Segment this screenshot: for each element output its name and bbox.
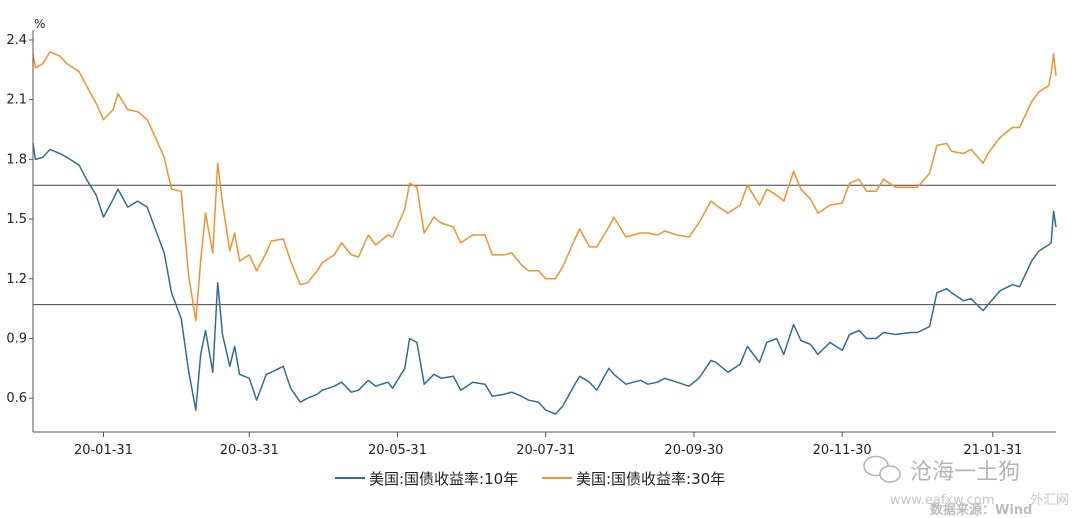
- y-tick-label: 1.5: [6, 212, 27, 227]
- watermark-site: 外汇网: [1030, 493, 1069, 508]
- y-tick-label: 0.9: [6, 331, 27, 346]
- legend-label-10y: 美国:国债收益率:10年: [369, 470, 518, 488]
- x-tick-label: 20-09-30: [664, 443, 723, 458]
- series-layer: [32, 51, 1057, 415]
- legend: 美国:国债收益率:10年 美国:国债收益率:30年: [335, 470, 725, 488]
- reference-lines: [33, 184, 1056, 306]
- y-tick-label: 2.4: [6, 33, 27, 48]
- x-tick-label: 20-01-31: [74, 443, 133, 458]
- x-tick-label: 20-07-31: [516, 443, 575, 458]
- y-tick-label: 1.2: [6, 272, 27, 287]
- x-tick-label: 20-03-31: [220, 443, 279, 458]
- watermark-source: 数据来源：Wind: [930, 502, 1032, 518]
- x-ticks: 20-01-31 20-03-31 20-05-31 20-07-31 20-09-30…: [74, 432, 1022, 458]
- y-ticks: 0.6 0.9 1.2 1.5 1.8 2.1 2.4: [6, 33, 33, 406]
- x-tick-label: 21-01-31: [963, 443, 1022, 458]
- y-tick-label: 2.1: [6, 93, 27, 108]
- y-tick-label: 0.6: [6, 391, 27, 406]
- series-line-30y: [32, 51, 1057, 322]
- x-tick-label: 20-05-31: [368, 443, 427, 458]
- watermark-wechat-name: 沧海一土狗: [910, 460, 1020, 485]
- axes: %: [32, 17, 1056, 433]
- legend-label-30y: 美国:国债收益率:30年: [576, 470, 725, 488]
- y-axis-unit: %: [34, 17, 45, 31]
- wechat-icon: [863, 455, 901, 483]
- series-line-10y: [32, 143, 1057, 415]
- x-tick-label: 20-11-30: [813, 443, 872, 458]
- watermark: 沧海一土狗 www.eafxw.com 数据来源：Wind 外汇网: [863, 455, 1069, 518]
- watermark-url: www.eafxw.com: [890, 493, 994, 508]
- y-tick-label: 1.8: [6, 152, 27, 167]
